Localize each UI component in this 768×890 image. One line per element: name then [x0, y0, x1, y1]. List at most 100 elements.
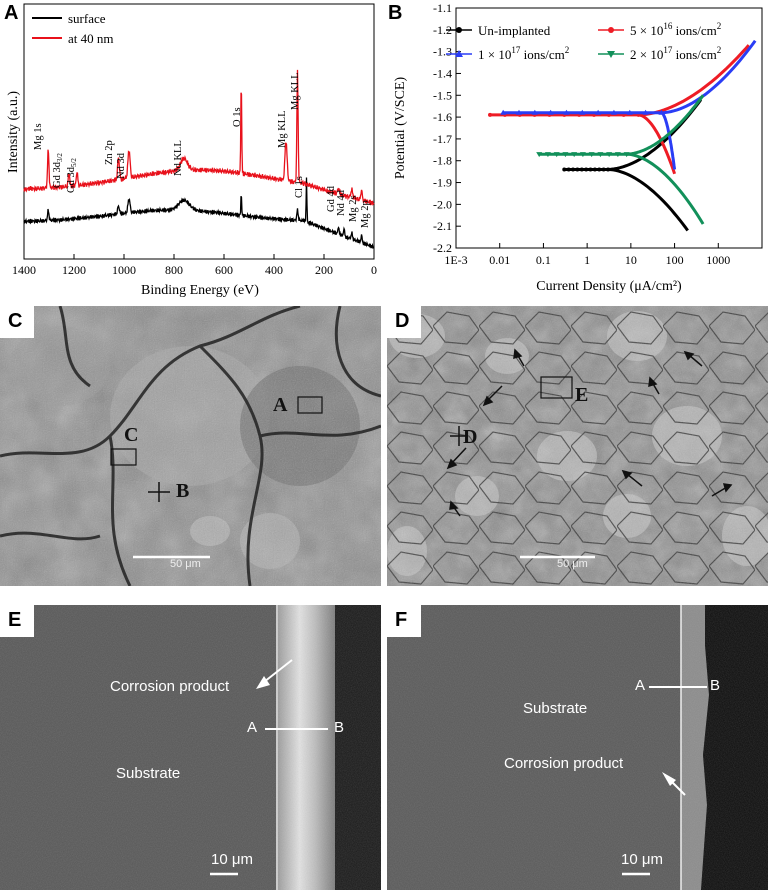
tafel-cathodic-1: [638, 113, 677, 175]
cross-label-corrosion-e: Corrosion product: [110, 678, 230, 695]
sem-scale-c: 50 μm: [170, 558, 201, 570]
tafel-point-2: [547, 109, 554, 115]
tafel-anodic-2: [503, 39, 757, 115]
sem-marker-e: E: [575, 384, 589, 406]
tafel-point-0: [579, 167, 584, 172]
legend-40nm: at 40 nm: [68, 31, 114, 46]
sem-marker-c: C: [124, 424, 139, 446]
peak-label-gd3d32: Gd 3d3/2: [52, 153, 64, 188]
panel-a: A 1400 1200 1000 800 600 400 200 0 surface at 4…: [0, 0, 384, 300]
tafel-frame: [455, 7, 763, 249]
cross-label-substrate-f: Substrate: [523, 700, 588, 717]
tafel-point-0: [562, 167, 567, 172]
tafel-point-0: [597, 167, 602, 172]
tafel-point-3: [571, 152, 578, 158]
panel-label-box-c: C: [0, 306, 34, 338]
sem-scale-d: 50 μm: [557, 558, 588, 570]
tafel-cathodic-3: [626, 152, 705, 225]
tafel-ylabel: Potential (V/SCE): [393, 77, 408, 180]
tafel-point-2: [595, 109, 602, 115]
panel-label-a: A: [4, 2, 19, 24]
tafel-y-tick-label: -1.7: [433, 132, 452, 146]
tafel-point-2: [642, 109, 649, 115]
panel-label-b: B: [388, 2, 403, 24]
legend-1e17: 1 × 1017 ions/cm2: [478, 45, 569, 62]
panel-label-c: C: [8, 310, 23, 332]
tafel-anodic-3: [539, 94, 705, 156]
tafel-point-3: [623, 152, 630, 158]
panel-label-box-f: F: [387, 605, 421, 637]
legend-5e16: 5 × 1016 ions/cm2: [630, 21, 721, 38]
tafel-xlabel: Current Density (μA/cm²): [536, 279, 682, 294]
tafel-point-2: [515, 109, 522, 115]
cross-label-a-e: A: [247, 719, 258, 736]
xps-x-tick-label: 800: [165, 263, 183, 277]
tafel-x-tick-label: 1E-3: [444, 253, 467, 267]
peak-label-mg1s: Mg 1s: [33, 123, 44, 150]
peak-label-mg2s: Mg 2s: [348, 195, 359, 222]
tafel-y-tick-label: -1.1: [433, 1, 452, 15]
panel-label-e: E: [8, 609, 22, 631]
tafel-ticks: 1E-3 0.01 0.1 1 10 100 1000 -1.1 -1.2 -1.3 -1.4 -1.…: [433, 1, 763, 267]
legend-surface: surface: [68, 11, 106, 26]
tafel-point-0: [566, 167, 571, 172]
cross-label-b-f: B: [710, 677, 721, 694]
xps-x-tick-label: 1000: [112, 263, 136, 277]
tafel-y-tick-label: -1.5: [433, 88, 452, 102]
tafel-point-2: [579, 109, 586, 115]
tafel-point-2: [610, 109, 617, 115]
tafel-y-tick-label: -1.4: [433, 66, 452, 80]
xps-ylabel: Intensity (a.u.): [6, 91, 21, 173]
panel-b: B 1E-3 0.01 0.1 1 10 100 1000 -1.1 -1.2 -1.3 -1.4 -…: [384, 0, 768, 300]
cross-label-substrate-e: Substrate: [116, 765, 181, 782]
peak-label-mgkll-1: Mg KLL: [277, 110, 288, 148]
tafel-point-3: [579, 152, 586, 158]
tafel-point-0: [571, 167, 576, 172]
tafel-cathodic-2: [660, 111, 677, 170]
peak-label-mgkll-2: Mg KLL: [290, 72, 301, 110]
panel-e-cross: E Corrosion product A B Substrate 10 μm: [0, 605, 381, 890]
sem-marker-d: D: [463, 426, 478, 448]
xps-frame: [23, 3, 375, 260]
xps-series-surface: [23, 177, 375, 249]
panel-label-box-e: E: [0, 605, 34, 637]
xps-x-tick-label: 600: [215, 263, 233, 277]
tafel-point-3: [562, 152, 569, 158]
xps-x-tick-label: 200: [315, 263, 333, 277]
tafel-point-3: [588, 152, 595, 158]
cross-label-corrosion-f: Corrosion product: [504, 755, 624, 772]
sem-image-d: [387, 306, 768, 586]
tafel-point-3: [606, 152, 613, 158]
tafel-point-3: [614, 152, 621, 158]
xps-x-tick-label: 1200: [62, 263, 86, 277]
tafel-cathodic-0: [607, 168, 689, 232]
panel-f-cross: F A B Substrate Corrosion product 10 μm: [387, 605, 768, 890]
peak-label-ndkll: Nd KLL: [173, 140, 184, 176]
tafel-y-tick-label: -1.2: [433, 23, 452, 37]
panel-label-f: F: [395, 609, 408, 631]
peak-label-zn2p: Zn 2p: [104, 140, 115, 165]
cross-label-a-f: A: [635, 677, 646, 694]
cross-image-e: [0, 605, 381, 890]
tafel-point-2: [500, 109, 507, 115]
tafel-point-0: [605, 167, 610, 172]
tafel-x-tick-label: 100: [666, 253, 684, 267]
cross-scale-f: 10 μm: [621, 851, 663, 868]
tafel-y-tick-label: -1.3: [433, 45, 452, 59]
legend-2e17: 2 × 1017 ions/cm2: [630, 45, 721, 62]
peak-label-mg2p: Mg 2p: [360, 200, 371, 228]
tafel-point-3: [597, 152, 604, 158]
panel-label-d: D: [395, 310, 410, 332]
panel-d-sem: D D E 50 μm: [387, 306, 768, 586]
tafel-point-2: [531, 109, 538, 115]
tafel-point-2: [658, 109, 665, 115]
tafel-y-tick-label: -1.6: [433, 110, 452, 124]
peak-label-gd4d: Gd 4d: [326, 185, 337, 212]
xps-x-tick-label: 400: [265, 263, 283, 277]
xps-x-tick-label: 0: [371, 263, 377, 277]
tafel-x-tick-label: 1: [584, 253, 590, 267]
tafel-x-tick-label: 10: [625, 253, 637, 267]
tafel-chart: 1E-3 0.01 0.1 1 10 100 1000 -1.1 -1.2 -1.3 -1.4 -1.…: [393, 1, 763, 294]
tafel-x-tick-label: 0.01: [489, 253, 510, 267]
peak-label-nd3d: Nd 3d: [116, 152, 127, 179]
